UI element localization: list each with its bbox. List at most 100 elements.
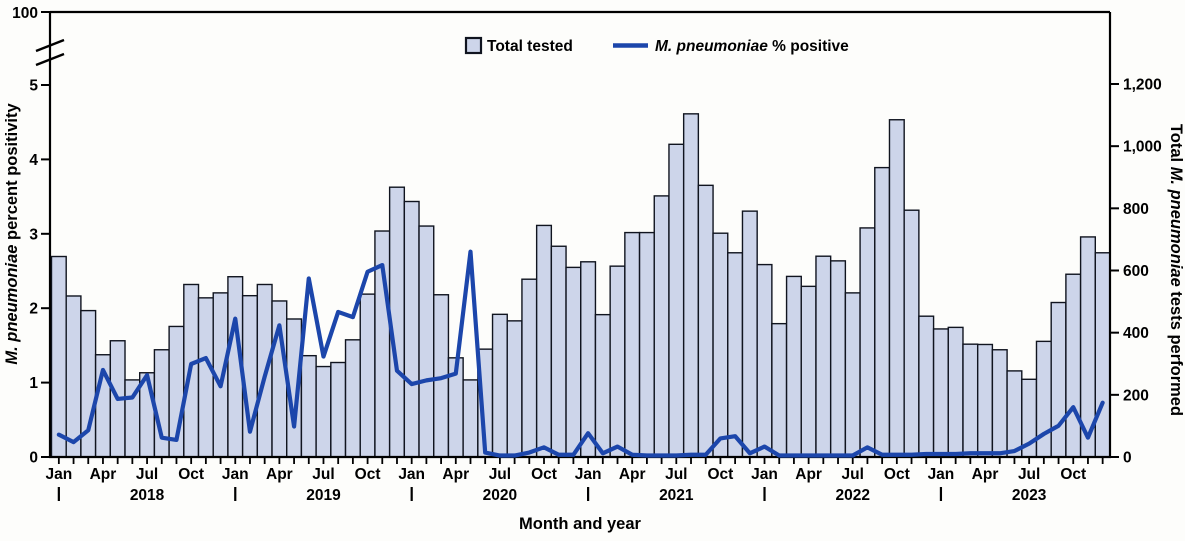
bar [947, 326, 964, 458]
bar [918, 315, 935, 458]
bar [874, 166, 891, 458]
bar [800, 285, 817, 458]
bar [1094, 252, 1111, 458]
legend: Total tested M. pneumoniae % positive [464, 36, 849, 55]
bar [418, 225, 435, 458]
month-label: Apr [795, 466, 822, 483]
axis-layer: 0 1 2 3 4 5 0 200 400 600 800 1,000 1,200 Jan Apr Jul Oc… [29, 77, 1161, 505]
year-label: 2019 [306, 487, 341, 504]
right-tick-label: 800 [1123, 201, 1149, 218]
month-label: Apr [972, 466, 999, 483]
legend-bar-swatch [464, 36, 483, 55]
month-label: Oct [355, 466, 381, 483]
bar [491, 313, 508, 458]
axis-break-slash [35, 38, 65, 53]
left-tick-label-100: 100 [12, 5, 38, 22]
bar [859, 227, 876, 458]
month-label: Jul [136, 466, 158, 483]
bar [727, 252, 744, 458]
bar [888, 119, 905, 458]
bar [550, 245, 567, 458]
bar [1050, 301, 1067, 458]
bar [962, 343, 979, 458]
bar [403, 200, 420, 458]
year-label: 2023 [1012, 487, 1047, 504]
year-label: 2021 [659, 487, 694, 504]
bar [932, 328, 949, 458]
month-label: Jan [45, 466, 72, 483]
bar [462, 379, 479, 458]
right-tick-label: 200 [1123, 387, 1149, 404]
bar [521, 278, 538, 458]
bar [638, 231, 655, 458]
left-axis-title: M. pneumoniae percent positivity [3, 103, 21, 365]
bar [609, 265, 626, 458]
bar [976, 343, 994, 458]
month-label: Oct [531, 466, 557, 483]
month-label: Jul [665, 466, 687, 483]
month-label: Oct [884, 466, 910, 483]
bar [991, 349, 1008, 458]
right-tick-label: 1,200 [1123, 77, 1162, 94]
bar [697, 184, 714, 458]
bar [815, 255, 832, 458]
x-axis-title: Month and year [519, 515, 642, 533]
bar [1006, 370, 1023, 458]
year-label: 2022 [835, 487, 869, 504]
year-label: 2020 [483, 487, 517, 504]
month-label: Jan [222, 466, 249, 483]
bar [580, 261, 597, 458]
month-label: Oct [707, 466, 733, 483]
bar [668, 143, 685, 458]
bar [682, 113, 700, 458]
month-label: Jan [575, 466, 602, 483]
left-tick-label: 0 [29, 450, 38, 467]
bar [624, 231, 641, 458]
bar [565, 266, 582, 458]
bar [785, 275, 802, 458]
bar [653, 195, 670, 458]
legend-bar-label: Total tested [487, 38, 573, 55]
bar [153, 349, 170, 458]
bar [344, 339, 361, 458]
bar [844, 292, 861, 458]
year-label: 2018 [130, 487, 165, 504]
bar [741, 210, 758, 458]
month-label: Jul [842, 466, 864, 483]
month-label: Oct [178, 466, 204, 483]
bar [771, 322, 788, 458]
left-tick-label: 5 [29, 78, 38, 95]
left-tick-label: 2 [29, 301, 38, 318]
bar [829, 260, 847, 458]
bar [65, 295, 82, 458]
right-axis-title: Total M. pneumoniae tests performed [1167, 124, 1185, 416]
bar [315, 365, 332, 458]
right-tick-label: 1,000 [1123, 139, 1162, 156]
month-label: Apr [619, 466, 646, 483]
bar [300, 354, 317, 458]
bar [197, 297, 214, 458]
bar [1065, 273, 1082, 458]
month-label: Apr [442, 466, 469, 483]
percent-positive-line [56, 249, 1105, 458]
bar [903, 209, 920, 458]
bars-layer [50, 113, 1111, 458]
month-label: Jan [398, 466, 425, 483]
bar [594, 313, 611, 458]
month-label: Apr [90, 466, 117, 483]
month-label: Jan [751, 466, 778, 483]
bar [506, 320, 523, 458]
month-label: Jul [1018, 466, 1040, 483]
month-label: Jul [489, 466, 511, 483]
month-label: Jul [312, 466, 334, 483]
left-tick-label: 1 [29, 375, 38, 392]
bar [712, 232, 729, 458]
month-label: Oct [1060, 466, 1086, 483]
right-tick-label: 600 [1123, 263, 1149, 280]
bar [50, 255, 67, 458]
month-label: Apr [266, 466, 293, 483]
left-tick-label: 3 [29, 226, 38, 243]
month-label: Jan [928, 466, 955, 483]
